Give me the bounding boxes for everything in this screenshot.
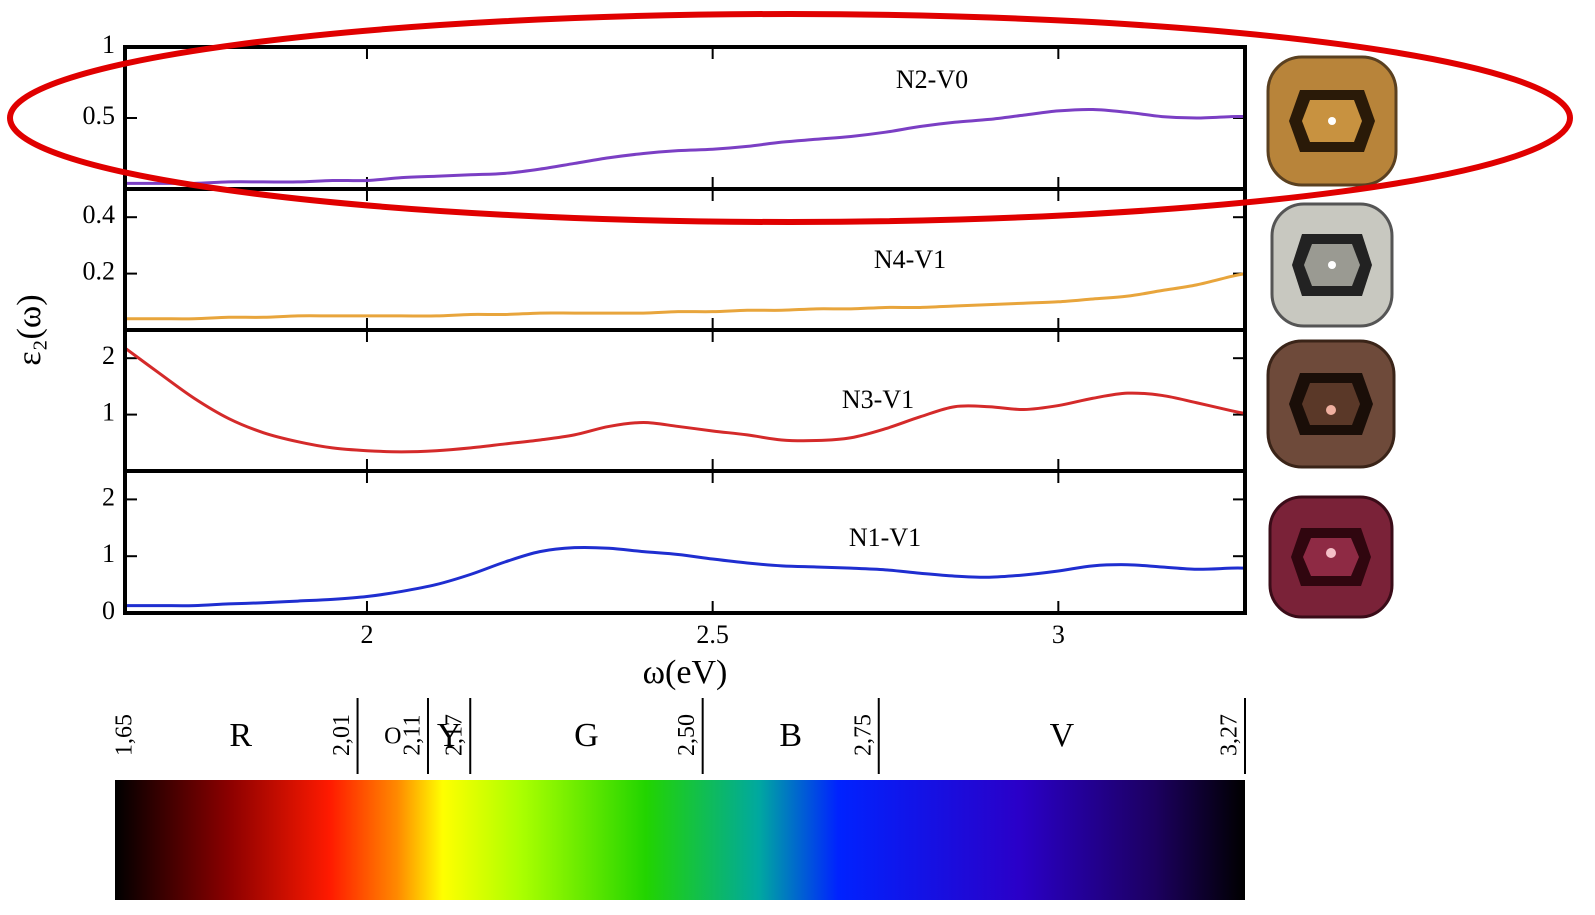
panel-title: N4-V1: [874, 245, 946, 274]
y-tick-label: 2: [102, 341, 115, 370]
band-label: V: [1050, 717, 1075, 754]
data-line: [125, 545, 1246, 608]
panel-frame: [123, 469, 1247, 615]
panel-frame: [123, 45, 1247, 191]
boundary-label: 2,01: [329, 714, 355, 756]
gem: [1266, 339, 1396, 469]
y-tick-label: 0: [102, 596, 115, 625]
gem: [1270, 202, 1394, 328]
y-tick-label: 0.4: [83, 200, 116, 229]
x-tick-label: 2: [360, 620, 373, 649]
boundary-label: 2,17: [442, 714, 468, 756]
boundary-label: 2,75: [850, 714, 876, 756]
y-axis-label: ε₂(ω): [11, 294, 48, 365]
band-label: B: [779, 717, 802, 754]
y-tick-label: 1: [102, 30, 115, 59]
panel-frame: [123, 187, 1247, 332]
panel-title: N2-V0: [896, 65, 968, 94]
data-line: [125, 107, 1246, 185]
y-tick-label: 0.5: [83, 101, 116, 130]
x-tick-label: 2.5: [696, 620, 729, 649]
gem-images: [1266, 55, 1398, 619]
x-tick-label: 3: [1052, 620, 1065, 649]
gem: [1268, 495, 1394, 619]
band-label: O: [384, 724, 401, 750]
boundary-label: 3,27: [1217, 714, 1243, 756]
boundary-label: 2,50: [674, 714, 700, 756]
y-tick-label: 1: [102, 398, 115, 427]
y-tick-label: 0.2: [83, 257, 116, 286]
x-axis-label: ω(eV): [643, 654, 728, 691]
gem: [1266, 55, 1398, 187]
panel-title: N3-V1: [842, 385, 914, 414]
boundary-label: 1,65: [112, 714, 138, 756]
boundary-label: 2,11: [399, 714, 425, 755]
spectrum-bar: [115, 780, 1245, 900]
band-label: G: [574, 717, 599, 754]
panel-title: N1-V1: [849, 523, 921, 552]
y-tick-label: 1: [102, 539, 115, 568]
data-line: [124, 346, 1246, 454]
y-tick-label: 2: [102, 482, 115, 511]
band-label: Y: [437, 717, 462, 754]
band-label: R: [229, 717, 252, 754]
highlight-ellipse: [7, 11, 1573, 225]
data-line: [124, 272, 1246, 321]
